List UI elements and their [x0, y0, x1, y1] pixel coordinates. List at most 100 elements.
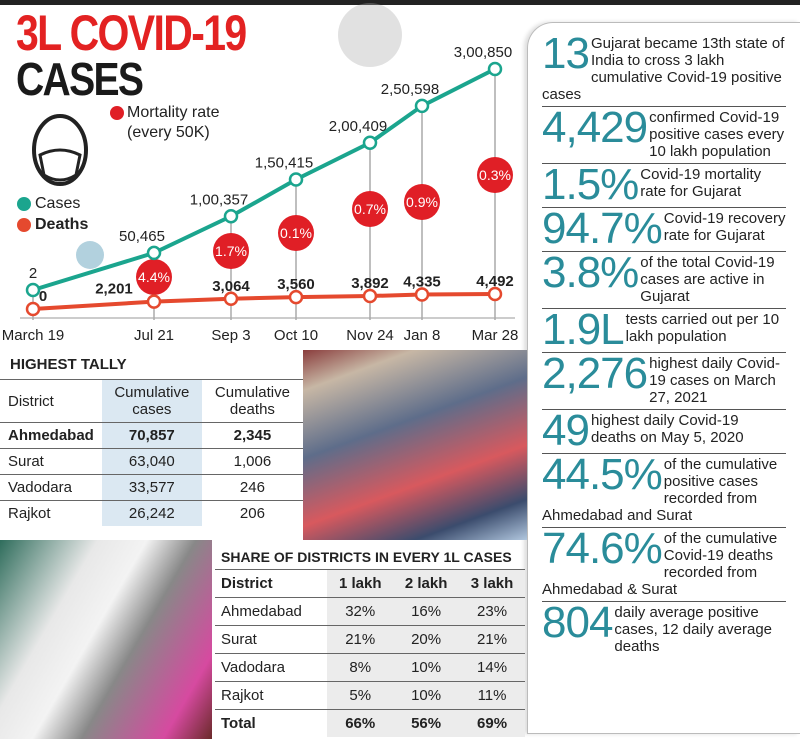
x-tick-label: Mar 28: [472, 327, 519, 344]
stat-text: highest daily Covid-19 deaths on May 5, …: [590, 412, 744, 446]
stat-text: highest daily Covid-19 cases on March 27…: [649, 355, 781, 406]
cases-value-label: 1,00,357: [190, 191, 248, 208]
stat-text: tests carried out per 10 lakh population: [625, 311, 780, 345]
deaths-point: [487, 286, 503, 302]
stat-figure: 804: [542, 598, 613, 647]
title-line-1: 3L COVID-19: [16, 5, 247, 61]
stat-item: 44.5% of the cumulative positive cases re…: [542, 450, 786, 528]
stat-figure: 94.7%: [542, 204, 663, 253]
table-cell: 11%: [459, 681, 525, 710]
table-cell: Ahmedabad: [8, 427, 94, 444]
x-tick-label: Jul 21: [134, 327, 174, 344]
stat-text: of the total Covid-19 cases are active i…: [640, 254, 775, 305]
deaths-value-label: 3,892: [351, 275, 389, 292]
table-cell: 23%: [459, 597, 525, 626]
cases-point: [414, 98, 430, 114]
mortality-bubble: [352, 191, 388, 227]
stat-item: 1.5% Covid-19 mortality rate for Gujarat: [542, 160, 786, 209]
stat-item: 1.9L tests carried out per 10 lakh popula…: [542, 305, 786, 354]
cases-point: [288, 172, 304, 187]
mortality-bubble: [404, 184, 440, 220]
deaths-point: [146, 294, 162, 309]
table-cell: 206: [239, 505, 265, 522]
deaths-point: [414, 287, 430, 302]
deaths-value-label: 4,492: [476, 273, 514, 290]
legend-mortality-sub: (every 50K): [127, 124, 210, 141]
stat-item: 2,276 highest daily Covid-19 cases on Mar…: [542, 349, 786, 410]
column-header: Cumulative deaths: [214, 384, 290, 418]
table-cell: 63,040: [101, 448, 202, 475]
stat-figure: 49: [542, 406, 590, 455]
stats-panel: 13 Gujarat became 13th state of India to …: [527, 22, 800, 734]
stat-figure: 1.9L: [542, 305, 625, 354]
stat-figure: 1.5%: [542, 160, 639, 209]
table-cell: 70,857: [101, 422, 202, 449]
column-header: District: [221, 575, 273, 592]
cases-point: [487, 61, 503, 77]
cases-value-label: 2: [29, 265, 37, 282]
mortality-bubble: [278, 215, 314, 251]
deaths-value-label: 3,560: [277, 276, 315, 293]
x-tick-label: Jan 8: [404, 327, 441, 344]
mask-face-icon: [32, 114, 88, 186]
deaths-value-label: 2,201: [95, 281, 133, 298]
stat-item: 74.6% of the cumulative Covid-19 deaths r…: [542, 524, 786, 602]
cases-deaths-chart: March 19 Jul 21 4.4% Sep 3 1.7% Oct 10 0.1% Nov…: [2, 3, 519, 344]
table-cell: Rajkot: [221, 687, 264, 704]
table-cell: Total: [221, 715, 256, 732]
legend-deaths: Deaths: [35, 216, 89, 233]
swab-test-photo: [0, 540, 212, 739]
table-row: Rajkot 5% 10% 11%: [215, 681, 525, 710]
share-of-districts-table: SHARE OF DISTRICTS IN EVERY 1L CASES Dis…: [215, 545, 525, 739]
deaths-value-label: 4,335: [403, 274, 441, 291]
table-cell: Ahmedabad: [221, 603, 302, 620]
virus-illustration: [338, 3, 402, 67]
stat-text: daily average positive cases, 12 daily a…: [614, 604, 773, 655]
legend-deaths-dot: [17, 218, 31, 232]
stat-item: 4,429 confirmed Covid-19 positive cases e…: [542, 103, 786, 164]
cases-value-label: 1,50,415: [255, 155, 313, 172]
column-header: 3 lakh: [459, 569, 525, 598]
x-tick-label: Sep 3: [211, 327, 250, 344]
mortality-label: 0.3%: [479, 167, 511, 183]
table-row: Ahmedabad 32% 16% 23%: [215, 597, 525, 626]
tally-title: HIGHEST TALLY: [10, 356, 127, 373]
deaths-point: [25, 301, 41, 317]
table-cell: 69%: [459, 709, 525, 737]
mortality-bubble: [213, 233, 249, 269]
table-cell: Rajkot: [8, 505, 51, 522]
table-cell: 26,242: [101, 500, 202, 526]
stat-figure: 13: [542, 29, 590, 78]
stat-item: 13 Gujarat became 13th state of India to …: [542, 29, 786, 107]
stat-text: Covid-19 recovery rate for Gujarat: [663, 210, 786, 244]
table-row: Vadodara 8% 10% 14%: [215, 653, 525, 682]
stat-text: of the cumulative Covid-19 deaths record…: [542, 530, 778, 598]
vaccination-photo: [303, 350, 527, 540]
stat-text: of the cumulative positive cases recorde…: [542, 456, 778, 524]
top-rule: [0, 0, 800, 5]
table-cell: 10%: [393, 681, 460, 710]
mortality-label: 0.1%: [280, 225, 312, 241]
legend-mortality-dot: [110, 106, 124, 120]
legend-cases-dot: [17, 197, 31, 211]
stat-figure: 4,429: [542, 103, 648, 152]
stat-figure: 74.6%: [542, 524, 663, 573]
column-header: Cumulative cases: [101, 379, 202, 423]
mortality-label: 1.7%: [215, 243, 247, 259]
deaths-point: [288, 289, 304, 305]
stat-text: Covid-19 mortality rate for Gujarat: [640, 166, 762, 200]
stat-figure: 2,276: [542, 349, 648, 398]
stat-item: 804 daily average positive cases, 12 dail…: [542, 598, 786, 658]
mortality-bubble: [136, 259, 172, 295]
stat-text: confirmed Covid-19 positive cases every …: [649, 109, 785, 160]
stat-text: Gujarat became 13th state of India to cr…: [542, 35, 785, 103]
mortality-label: 0.9%: [406, 194, 438, 210]
stat-figure: 44.5%: [542, 450, 663, 499]
cases-value-label: 2,00,409: [329, 118, 387, 135]
cases-value-label: 2,50,598: [381, 81, 439, 98]
table-header-row: District 1 lakh 2 lakh 3 lakh: [215, 569, 525, 598]
share-title: SHARE OF DISTRICTS IN EVERY 1L CASES: [221, 549, 512, 565]
column-header: 1 lakh: [327, 569, 394, 598]
table-row: Surat 21% 20% 21%: [215, 625, 525, 654]
table-cell: 5%: [327, 681, 394, 710]
